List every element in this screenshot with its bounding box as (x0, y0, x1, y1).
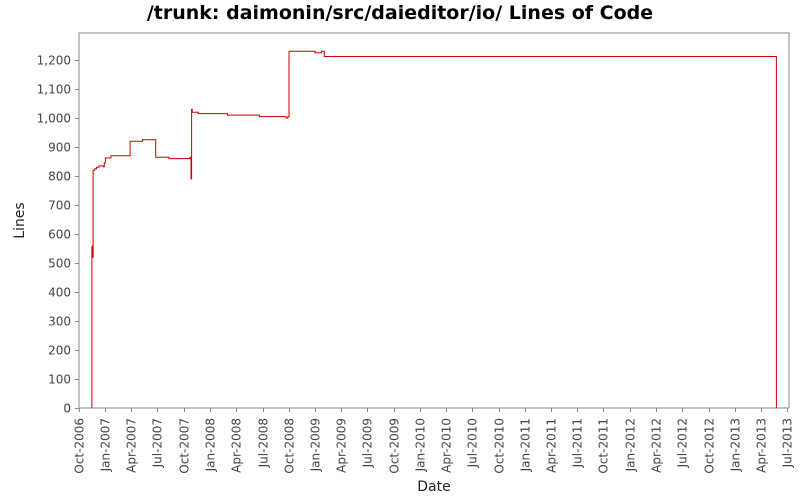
x-tick-label: Apr-2008 (230, 418, 244, 473)
y-tick-label: 900 (48, 141, 71, 155)
x-tick-label: Jan-2008 (204, 418, 218, 472)
x-tick-label: Jan-2010 (414, 418, 428, 472)
x-tick-label: Jan-2013 (729, 418, 743, 472)
y-tick-label: 700 (48, 199, 71, 213)
x-tick-label: Apr-2013 (755, 418, 769, 473)
x-tick-label: Jul-2007 (151, 418, 165, 468)
y-tick-label: 1,100 (37, 83, 71, 97)
y-tick-label: 600 (48, 228, 71, 242)
y-tick-label: 800 (48, 170, 71, 184)
x-axis-title: Date (417, 479, 450, 495)
x-tick-label: Oct-2007 (178, 418, 192, 474)
y-tick-label: 1,200 (37, 54, 71, 68)
chart-title: /trunk: daimonin/src/daieditor/io/ Lines… (146, 2, 654, 24)
x-tick-label: Oct-2008 (283, 418, 297, 474)
x-tick-label: Jul-2011 (571, 418, 585, 468)
x-tick-label: Apr-2009 (335, 418, 349, 473)
series-line (91, 50, 777, 408)
y-tick-label: 0 (63, 402, 71, 416)
x-tick-label: Oct-2006 (73, 418, 87, 474)
y-tick-label: 500 (48, 257, 71, 271)
y-tick-label: 400 (48, 286, 71, 300)
x-tick-label: Jul-2012 (676, 418, 690, 468)
x-tick-label: Jan-2009 (309, 418, 323, 472)
x-tick-label: Jul-2008 (257, 418, 271, 468)
y-tick-label: 200 (48, 344, 71, 358)
x-tick-label: Oct-2010 (493, 418, 507, 474)
y-axis-title: Lines (12, 202, 28, 238)
x-tick-label: Oct-2012 (703, 418, 717, 474)
y-tick-label: 1,000 (37, 112, 71, 126)
x-tick-label: Apr-2010 (440, 418, 454, 473)
y-tick-label: 100 (48, 373, 71, 387)
x-tick-label: Jul-2013 (781, 418, 795, 468)
x-tick-label: Jul-2009 (361, 418, 375, 468)
x-tick-label: Oct-2009 (388, 418, 402, 474)
y-tick-label: 300 (48, 315, 71, 329)
x-tick-label: Apr-2011 (545, 418, 559, 473)
x-tick-label: Jan-2007 (99, 418, 113, 472)
x-tick-label: Jan-2012 (624, 418, 638, 472)
x-tick-label: Apr-2007 (125, 418, 139, 473)
x-tick-label: Apr-2012 (650, 418, 664, 473)
x-tick-label: Oct-2011 (597, 418, 611, 474)
plot-area (78, 32, 790, 409)
x-tick-label: Jan-2011 (519, 418, 533, 472)
x-tick-label: Jul-2010 (466, 418, 480, 468)
